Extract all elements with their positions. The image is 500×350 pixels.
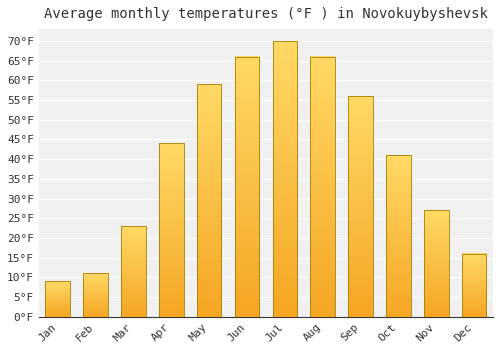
- Bar: [234, 57, 260, 317]
- Bar: [348, 96, 373, 317]
- Bar: [386, 155, 410, 317]
- Bar: [84, 273, 108, 317]
- Bar: [272, 41, 297, 317]
- Bar: [462, 254, 486, 317]
- Bar: [121, 226, 146, 317]
- Title: Average monthly temperatures (°F ) in Novokuybyshevsk: Average monthly temperatures (°F ) in No…: [44, 7, 488, 21]
- Bar: [310, 57, 335, 317]
- Bar: [424, 210, 448, 317]
- Bar: [46, 281, 70, 317]
- Bar: [197, 84, 222, 317]
- Bar: [159, 144, 184, 317]
